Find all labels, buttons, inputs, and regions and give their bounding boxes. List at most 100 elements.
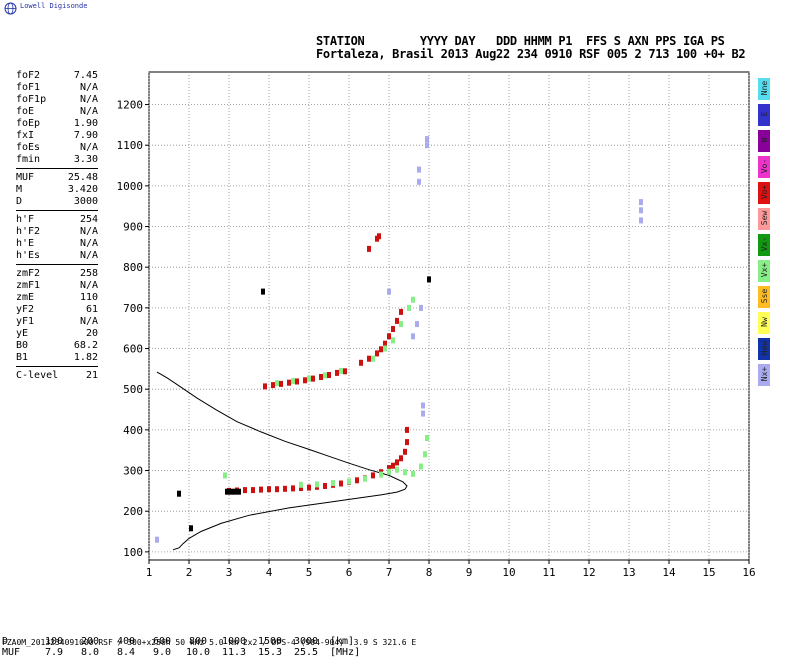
y-tick-label: 900 <box>123 221 143 234</box>
param-value: 3000 <box>73 196 98 207</box>
x-tick-label: 2 <box>186 566 193 579</box>
legend-swatch: Sse <box>758 286 770 308</box>
x-tick-label: 11 <box>542 566 555 579</box>
echo-point <box>427 276 431 283</box>
x-tick-label: 7 <box>386 566 393 579</box>
param-value: N/A <box>79 250 98 261</box>
echo-point <box>319 374 323 380</box>
logo-text: Lowell Digisonde <box>20 1 88 10</box>
param-name: C-level <box>16 370 59 381</box>
param-value: 25.48 <box>67 172 98 183</box>
polarization-legend: Nne E W Vo- Vo+ Sew Vx- Vx+ Sse Nw New Nx+ <box>758 78 770 390</box>
footer-cell: 1000 <box>221 636 247 647</box>
param-row: B0 68.2 <box>16 340 98 352</box>
echo-point <box>379 471 383 478</box>
echo-point <box>287 379 291 386</box>
y-tick-label: 300 <box>123 465 143 478</box>
param-name: D <box>16 196 23 207</box>
footer-cell: 11.3 <box>221 647 247 658</box>
x-tick-label: 8 <box>426 566 433 579</box>
footer-distance-row: D 100 200 400 600 800 1000 1500 3000 [km] <box>2 614 370 658</box>
echo-point <box>375 350 379 357</box>
echo-point <box>419 304 423 311</box>
param-name: foE <box>16 106 35 117</box>
echo-point <box>283 485 287 492</box>
param-value: 21 <box>85 370 98 381</box>
param-row: foF1 N/A <box>16 82 98 94</box>
echo-point <box>403 469 407 476</box>
param-value: N/A <box>79 94 98 105</box>
x-tick-label: 15 <box>702 566 715 579</box>
legend-swatch: New <box>758 338 770 360</box>
param-name: B0 <box>16 340 29 351</box>
param-value: 1.90 <box>73 118 98 129</box>
legend-label: Nw <box>760 317 769 327</box>
legend-swatch: Vo+ <box>758 182 770 204</box>
echo-point <box>421 410 425 417</box>
y-tick-label: 100 <box>123 546 143 559</box>
echo-point <box>391 462 395 469</box>
echo-point <box>339 367 343 374</box>
param-name: foF1p <box>16 94 47 105</box>
echo-point <box>279 380 283 387</box>
echo-point <box>407 304 411 311</box>
x-tick-label: 6 <box>346 566 353 579</box>
echo-point <box>425 136 429 143</box>
footer-cell: 8.4 <box>116 647 136 658</box>
echo-point <box>263 383 267 390</box>
echo-point <box>323 372 327 379</box>
y-tick-label: 1200 <box>117 99 144 112</box>
param-name: zmF2 <box>16 268 41 279</box>
y-tick-label: 200 <box>123 505 143 518</box>
legend-label: Sse <box>760 288 769 304</box>
param-value: N/A <box>79 238 98 249</box>
echo-point <box>271 382 275 389</box>
param-row: zmE 110 <box>16 292 98 304</box>
echo-point <box>311 375 315 382</box>
param-value: N/A <box>79 280 98 291</box>
param-row: MUF 25.48 <box>16 172 98 184</box>
footer-row-label: MUF <box>2 647 21 658</box>
echo-point <box>237 488 241 495</box>
param-value: N/A <box>79 316 98 327</box>
param-row: fmin 3.30 <box>16 154 98 166</box>
param-row: foEp 1.90 <box>16 118 98 130</box>
echo-point <box>387 288 391 295</box>
echo-point <box>189 525 193 532</box>
x-tick-label: 9 <box>466 566 473 579</box>
param-name: yF1 <box>16 316 35 327</box>
echo-point <box>251 487 255 494</box>
param-separator <box>16 264 98 265</box>
legend-swatch: Nw <box>758 312 770 334</box>
param-value: 20 <box>85 328 98 339</box>
echo-point <box>307 484 311 491</box>
param-row: h'F2 N/A <box>16 226 98 238</box>
echo-point <box>411 333 415 340</box>
y-tick-label: 500 <box>123 383 143 396</box>
param-name: foF2 <box>16 70 41 81</box>
echo-point <box>275 486 279 493</box>
footer-cell: 200 <box>80 636 100 647</box>
echo-point <box>425 142 429 149</box>
echo-point <box>399 308 403 315</box>
electron-density-profile <box>156 371 408 551</box>
param-name: fmin <box>16 154 41 165</box>
echo-point <box>425 435 429 441</box>
legend-label: Vx- <box>760 236 769 252</box>
echo-point <box>155 536 159 543</box>
echo-point <box>395 459 399 466</box>
legend-swatch: Vx+ <box>758 260 770 282</box>
legend-label: Nne <box>760 80 769 96</box>
footer-unit: [km] <box>330 636 355 647</box>
echo-point <box>307 375 311 382</box>
x-tick-label: 1 <box>146 566 153 579</box>
legend-swatch: E <box>758 104 770 126</box>
echo-point <box>291 378 295 385</box>
legend-swatch: Sew <box>758 208 770 230</box>
param-value: 3.30 <box>73 154 98 165</box>
param-separator <box>16 210 98 211</box>
param-value: 1.82 <box>73 352 98 363</box>
header-labels: STATION YYYY DAY DDD HHMM P1 FFS S AXN P… <box>316 34 725 48</box>
param-name: foF1 <box>16 82 41 93</box>
echo-point <box>379 346 383 353</box>
